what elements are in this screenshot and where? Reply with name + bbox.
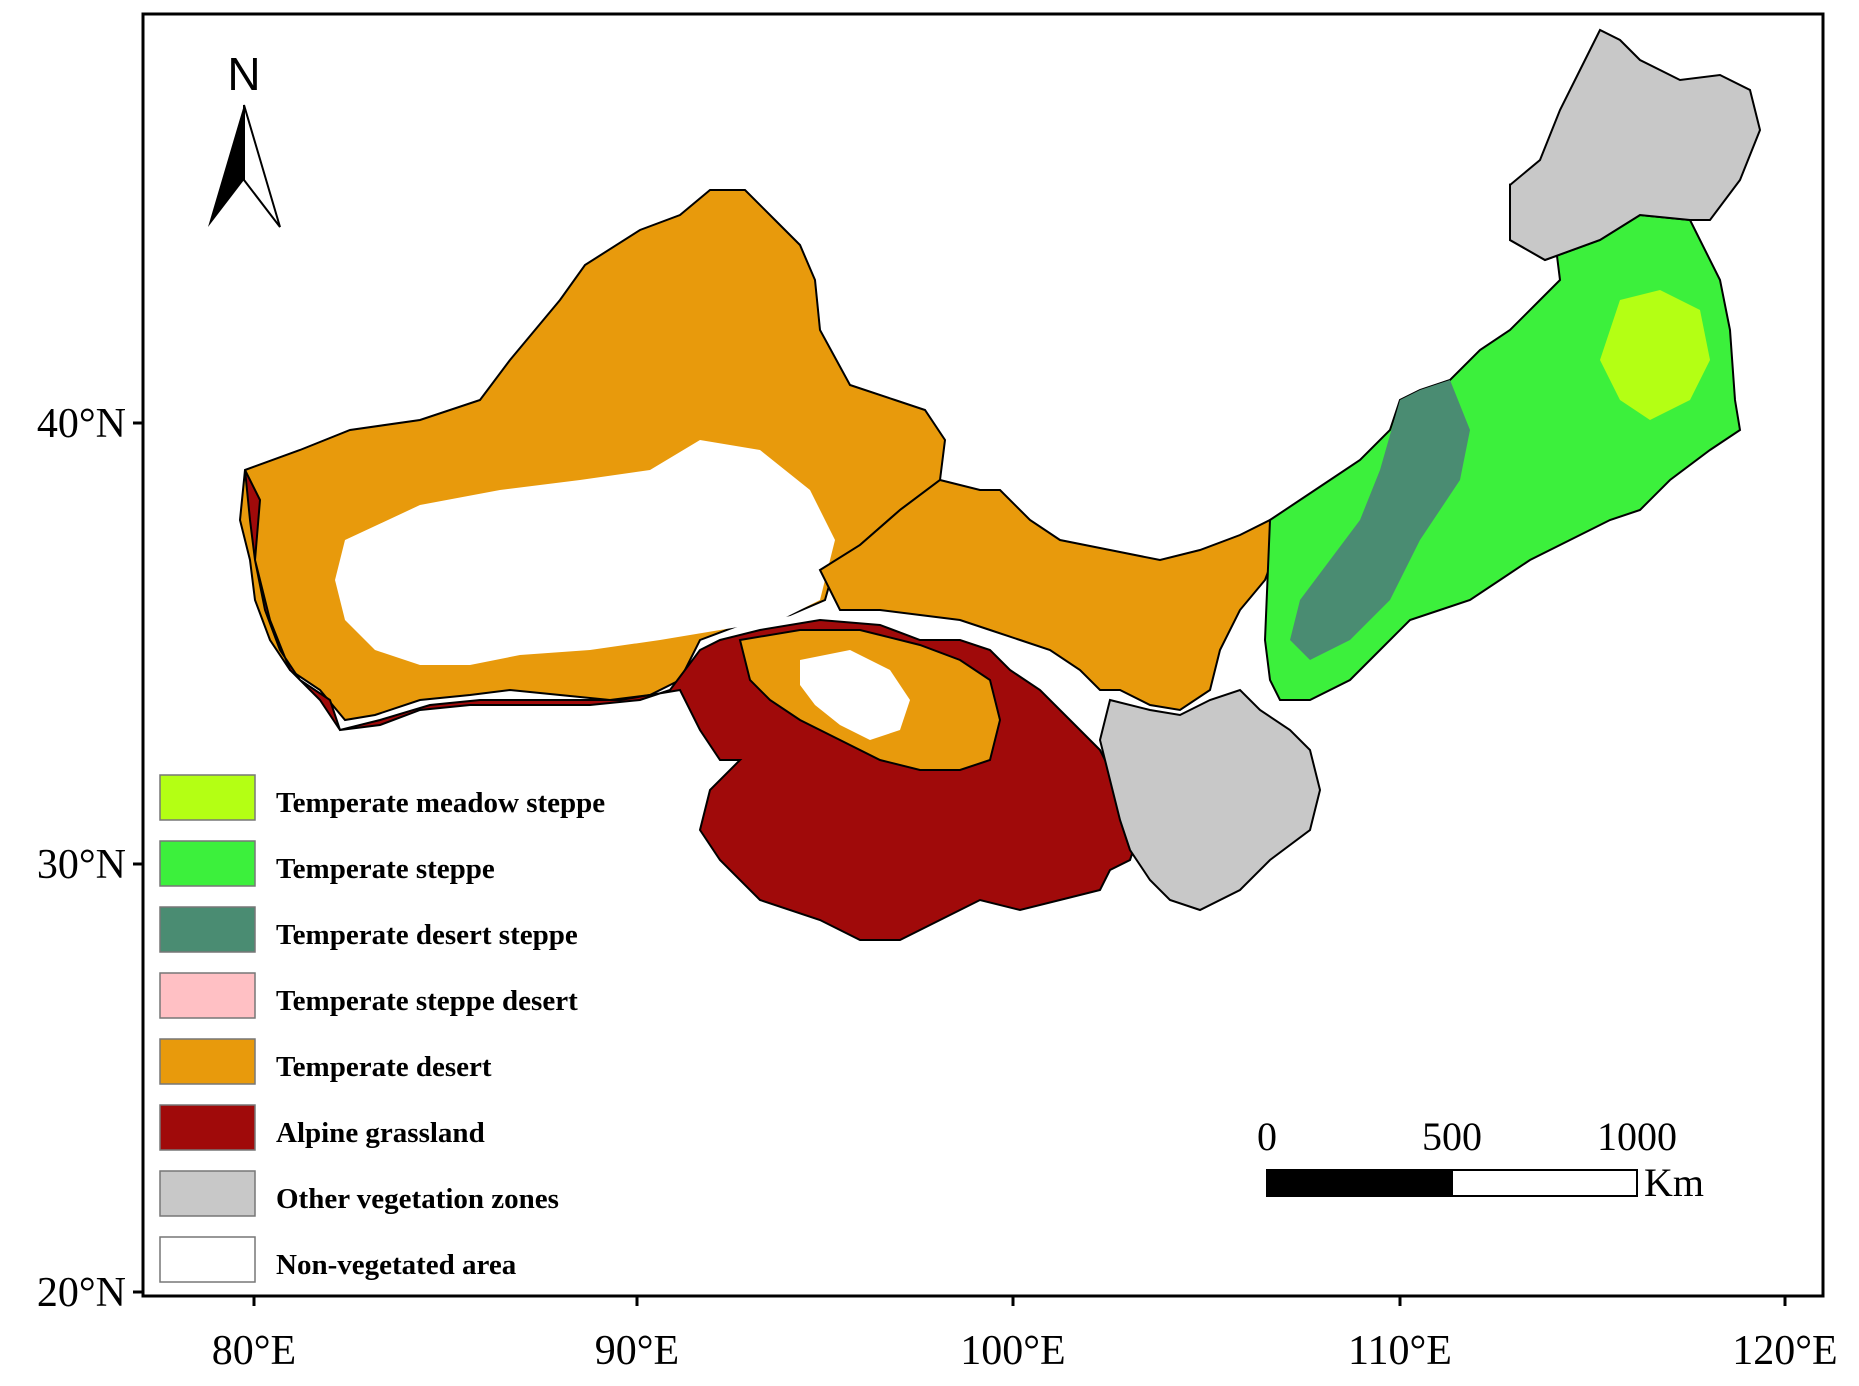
legend-label: Non-vegetated area: [276, 1249, 517, 1281]
lat-tick-label: 20°N: [37, 1270, 126, 1316]
scale-bar-black-segment: [1266, 1169, 1453, 1197]
north-arrow-left-half: [208, 105, 244, 227]
legend-label: Other vegetation zones: [276, 1183, 559, 1215]
legend-item: Temperate steppe desert: [159, 972, 578, 1019]
legend-label: Temperate desert: [276, 1051, 492, 1083]
legend-label: Temperate meadow steppe: [276, 787, 605, 819]
legend-item: Temperate meadow steppe: [159, 774, 605, 821]
legend-swatch: [159, 906, 256, 953]
legend-label: Temperate steppe desert: [276, 985, 578, 1017]
region-alpine: [244, 469, 1142, 941]
north-arrow: N: [208, 48, 281, 228]
region-central-desert: [818, 478, 1282, 712]
longitude-axis: 80°E 90°E 100°E 110°E 120°E: [212, 1296, 1838, 1374]
lon-tick-label: 120°E: [1732, 1328, 1837, 1374]
scale-label: 500: [1422, 1114, 1482, 1159]
scale-unit: Km: [1644, 1160, 1704, 1205]
legend-swatch: [159, 774, 256, 821]
scale-bar: 0 500 1000 Km: [1257, 1114, 1704, 1205]
legend-label: Temperate desert steppe: [276, 919, 578, 951]
legend-item: Temperate desert steppe: [159, 906, 578, 953]
legend-label: Temperate steppe: [276, 853, 495, 885]
lon-tick-label: 80°E: [212, 1328, 296, 1374]
legend-item: Non-vegetated area: [159, 1236, 517, 1283]
lat-tick-label: 40°N: [37, 401, 126, 447]
legend-swatch: [159, 840, 256, 887]
region-desert-steppe-band: [1290, 380, 1470, 660]
scale-label: 1000: [1597, 1114, 1677, 1159]
legend-swatch: [159, 1038, 256, 1085]
map-regions: [238, 28, 1762, 941]
region-qaidam-bare: [800, 650, 910, 740]
legend-item: Temperate steppe: [159, 840, 495, 887]
region-taklamakan: [335, 440, 835, 665]
legend-item: Temperate desert: [159, 1038, 492, 1085]
region-northeast: [1509, 28, 1762, 262]
legend-swatch: [159, 1104, 256, 1151]
region-meadow-steppe: [1600, 290, 1710, 420]
lat-tick-label: 30°N: [37, 842, 126, 888]
north-arrow-right-half: [243, 104, 281, 228]
legend-swatch: [159, 1170, 256, 1217]
lon-tick-label: 110°E: [1348, 1328, 1452, 1374]
latitude-axis: 40°N 30°N 20°N: [37, 401, 143, 1316]
scale-bar-white-segment: [1451, 1169, 1638, 1197]
legend-label: Alpine grassland: [276, 1117, 485, 1149]
north-arrow-label: N: [227, 48, 260, 100]
lon-tick-label: 100°E: [960, 1328, 1065, 1374]
scale-label: 0: [1257, 1114, 1277, 1159]
lon-tick-label: 90°E: [595, 1328, 679, 1374]
legend-swatch: [159, 972, 256, 1019]
legend-item: Alpine grassland: [159, 1104, 485, 1151]
region-loess: [1098, 688, 1322, 912]
legend-swatch: [159, 1236, 256, 1283]
legend: Temperate meadow steppe Temperate steppe…: [159, 774, 605, 1283]
legend-item: Other vegetation zones: [159, 1170, 559, 1217]
